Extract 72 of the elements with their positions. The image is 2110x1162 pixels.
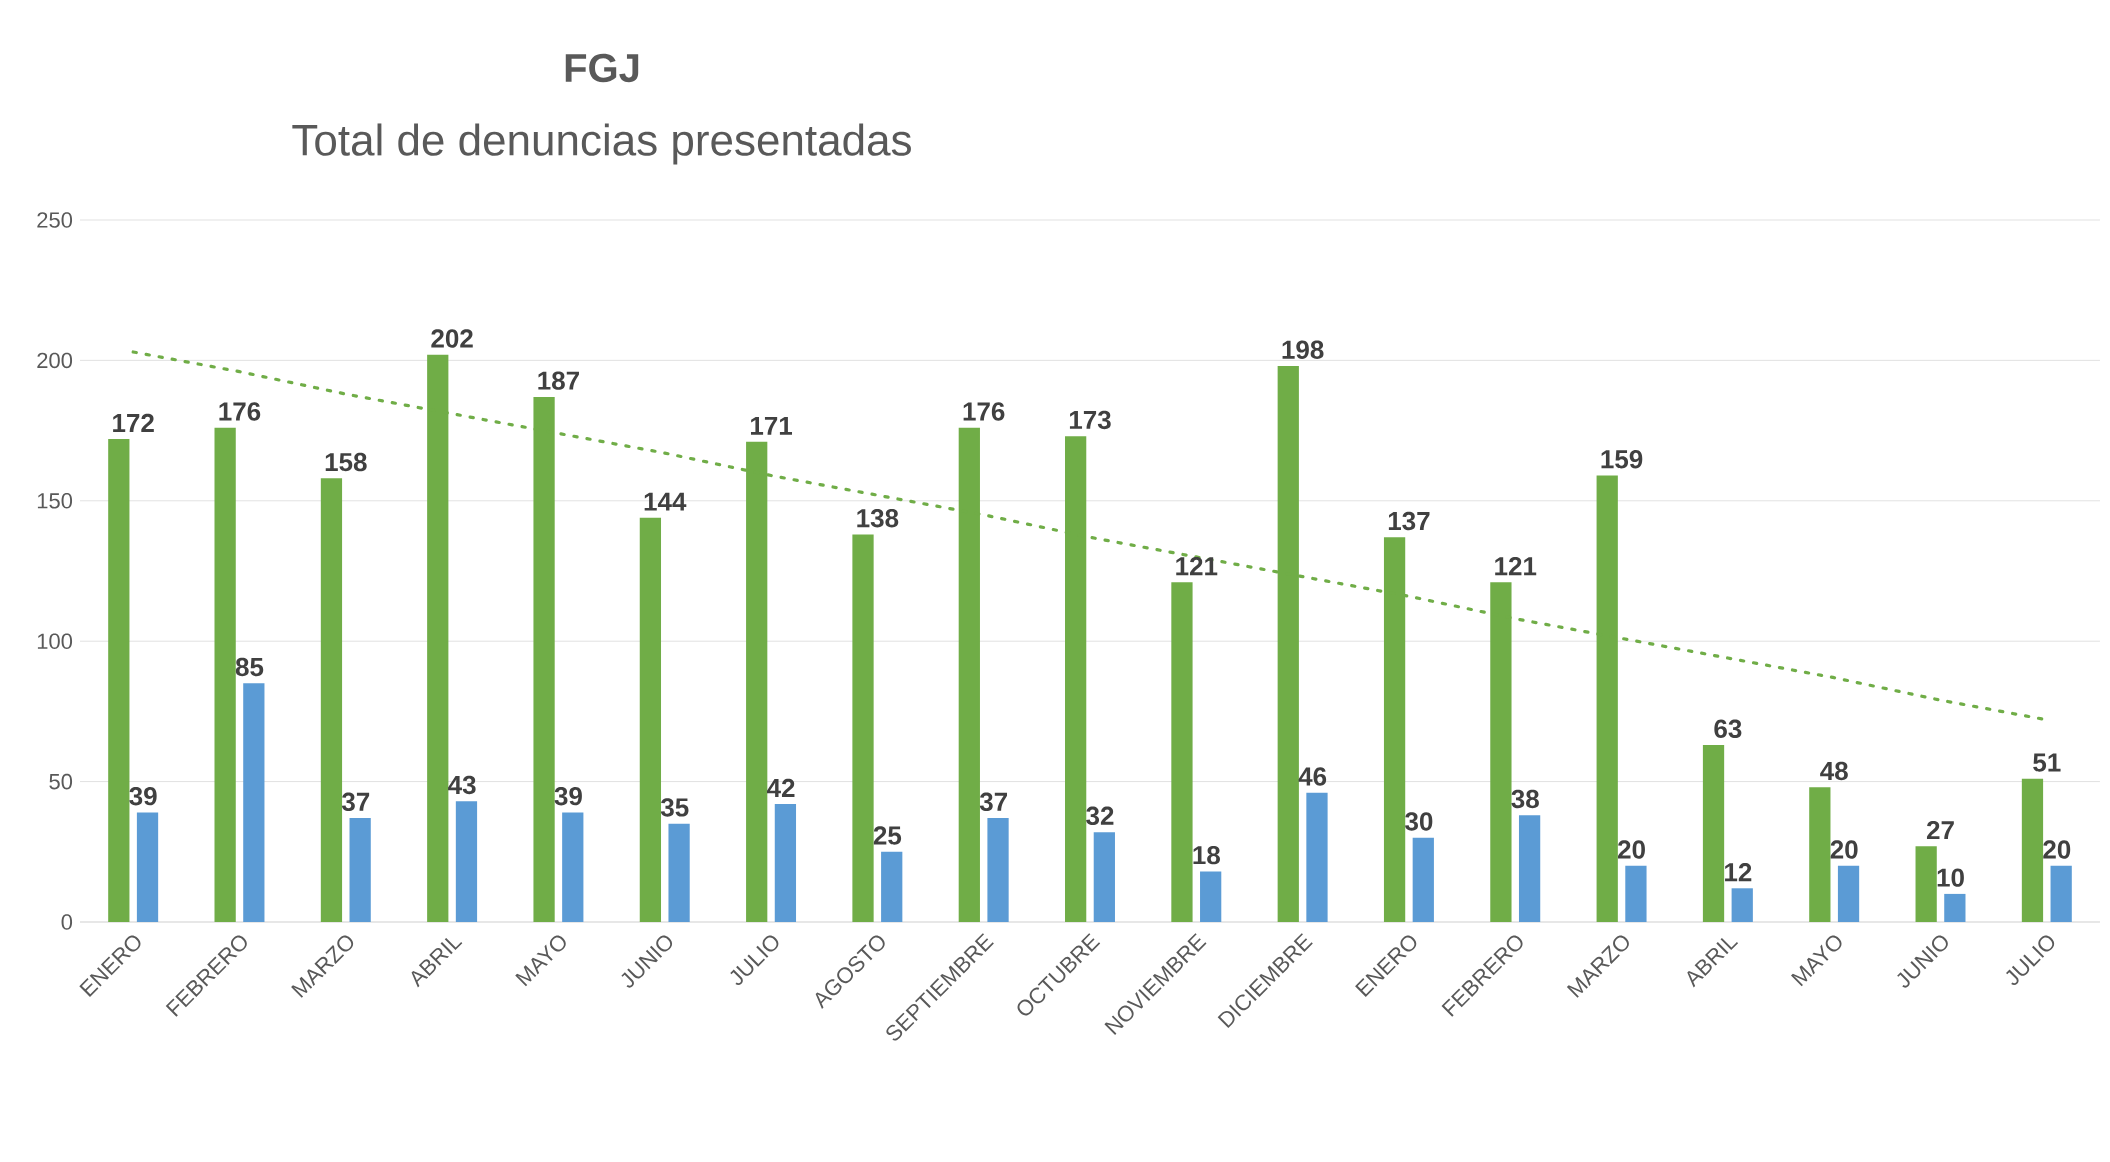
- bar: [136, 812, 159, 922]
- data-label: 18: [1193, 845, 1220, 865]
- data-label: 35: [660, 798, 689, 817]
- data-label: 20: [1830, 840, 1858, 859]
- chart-title: FGJ: [565, 53, 639, 83]
- bar: [455, 801, 478, 922]
- data-label: 30: [1405, 812, 1433, 831]
- data-label: 43: [448, 775, 476, 795]
- data-label: 121: [1176, 557, 1218, 576]
- data-label: 138: [857, 508, 899, 528]
- data-label: 48: [1820, 761, 1848, 781]
- bar: [1944, 893, 1966, 922]
- data-label: 187: [538, 371, 579, 390]
- data-label: 158: [325, 452, 367, 472]
- data-label: 27: [1926, 820, 1954, 840]
- chart-subtitle: Total de denuncias presentadas: [292, 123, 911, 165]
- bar: [1093, 832, 1115, 922]
- y-tick-label: 0: [61, 914, 73, 930]
- data-label: 10: [1937, 868, 1964, 887]
- data-label: 172: [113, 413, 154, 432]
- data-label: 137: [1388, 511, 1430, 531]
- data-label: 121: [1495, 557, 1537, 576]
- data-label: 37: [341, 792, 370, 812]
- bar: [774, 804, 797, 922]
- data-label: 37: [979, 792, 1008, 812]
- y-tick-label: 150: [37, 493, 73, 509]
- y-tick-label: 250: [37, 212, 73, 228]
- y-tick-label: 50: [49, 773, 73, 790]
- data-label: 159: [1601, 450, 1643, 469]
- data-label: 63: [1714, 719, 1742, 739]
- bar: [1809, 787, 1831, 922]
- data-label: 20: [1618, 840, 1645, 859]
- bar: [214, 427, 236, 922]
- y-tick-label: 100: [37, 633, 73, 649]
- data-label: 171: [751, 416, 793, 435]
- bar: [852, 534, 874, 922]
- data-label: 42: [767, 778, 795, 797]
- bar: [108, 439, 130, 922]
- bar: [668, 823, 690, 922]
- bar: [1171, 582, 1193, 922]
- bar: [1625, 865, 1647, 922]
- bar: [562, 812, 584, 922]
- data-label: 32: [1086, 806, 1114, 826]
- bar: [1702, 745, 1725, 922]
- data-label: 198: [1282, 340, 1324, 359]
- data-label: 39: [129, 786, 157, 806]
- data-label: 202: [431, 329, 473, 348]
- bar: [320, 478, 343, 922]
- bar: [1412, 837, 1434, 922]
- data-label: 144: [644, 492, 687, 511]
- bar: [1306, 792, 1328, 922]
- bar: [639, 517, 662, 922]
- bar: [987, 818, 1009, 922]
- bar: [2021, 778, 2044, 922]
- bar: [1731, 888, 1753, 922]
- bar: [349, 818, 371, 922]
- bar: [1518, 815, 1541, 922]
- data-label: 176: [219, 402, 261, 421]
- bar: [1837, 865, 1860, 922]
- data-label: 173: [1069, 410, 1111, 430]
- data-label: 38: [1511, 789, 1539, 809]
- data-label: 51: [2033, 753, 2061, 772]
- data-label: 20: [2043, 840, 2071, 859]
- bar: [243, 683, 265, 922]
- bar: [1915, 846, 1937, 922]
- y-tick-label: 200: [37, 352, 73, 369]
- bar: [2050, 865, 2072, 922]
- bar: [881, 851, 903, 922]
- data-label: 12: [1725, 863, 1752, 882]
- bar: [1200, 871, 1222, 922]
- data-label: 176: [963, 402, 1005, 421]
- data-label: 85: [235, 657, 264, 677]
